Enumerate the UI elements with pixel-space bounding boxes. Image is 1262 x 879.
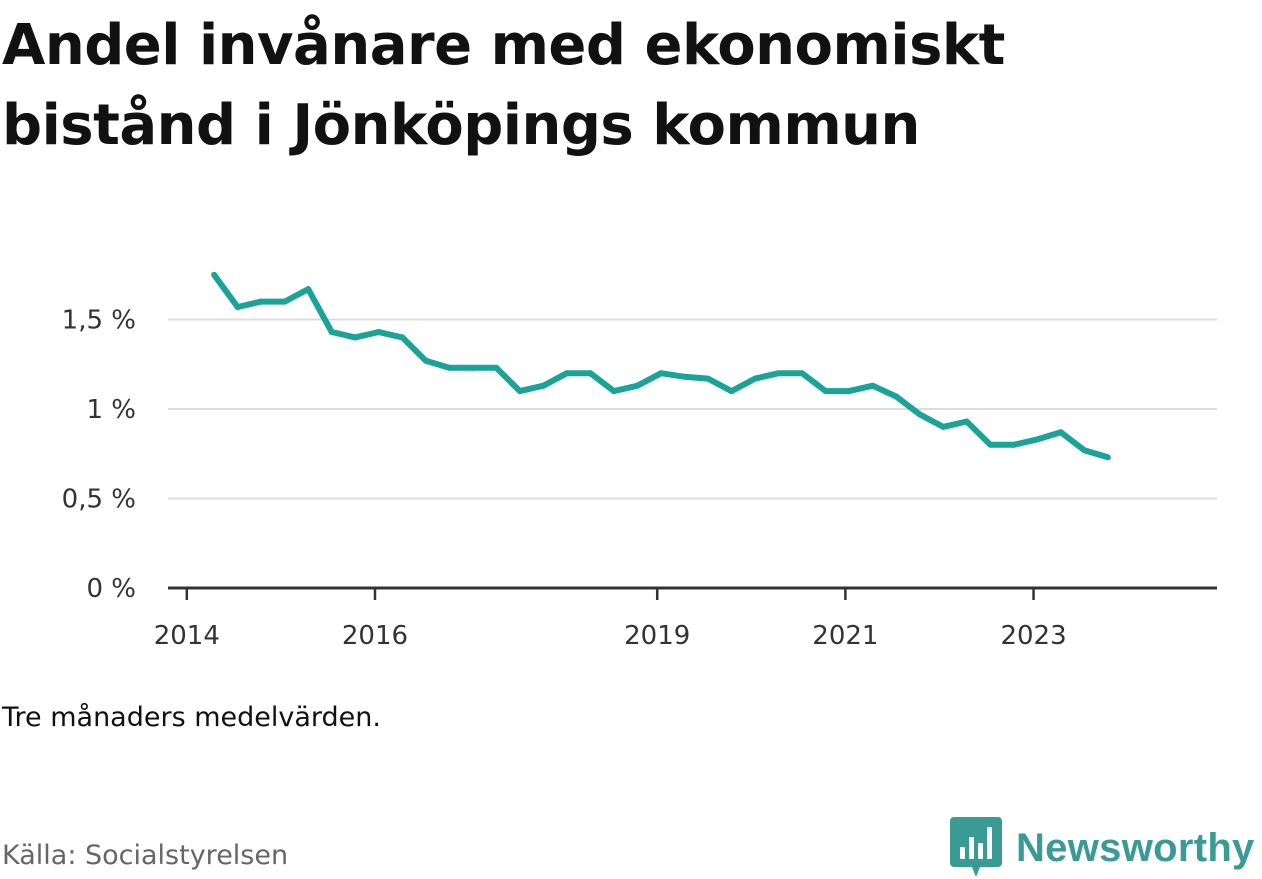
y-tick-label: 0,5 %: [62, 485, 136, 515]
x-tick-label: 2014: [154, 621, 220, 651]
data-point: [540, 382, 547, 389]
x-tick-label: 2019: [624, 621, 690, 651]
brand-logo[interactable]: Newsworthy: [950, 817, 1255, 879]
data-point: [1034, 436, 1041, 443]
data-point: [399, 334, 406, 341]
data-point: [422, 357, 429, 364]
series-line: [211, 273, 1109, 461]
data-point: [610, 388, 617, 395]
chart-title: Andel invånare med ekonomiskt bistånd i …: [2, 13, 1005, 158]
brand-name: Newsworthy: [1016, 825, 1255, 870]
x-tick-label: 2021: [812, 621, 878, 651]
chart-note: Tre månaders medelvärden.: [2, 702, 381, 733]
data-point: [728, 388, 735, 395]
data-point: [940, 423, 947, 430]
data-point: [846, 388, 853, 395]
source-credit: Källa: Socialstyrelsen: [2, 840, 289, 871]
data-point: [893, 393, 900, 400]
data-point: [963, 418, 970, 425]
data-point: [328, 329, 335, 336]
data-point: [987, 441, 994, 448]
data-point: [587, 370, 594, 377]
data-point: [1104, 454, 1111, 461]
data-point: [375, 329, 382, 336]
data-point: [493, 364, 500, 371]
y-axis-labels: 0 % 0,5 % 1 % 1,5 %: [62, 306, 136, 605]
data-point: [281, 298, 288, 305]
data-point: [752, 375, 759, 382]
data-point: [869, 382, 876, 389]
data-point: [822, 388, 829, 395]
y-tick-label: 1,5 %: [62, 306, 136, 336]
data-point: [446, 364, 453, 371]
y-tick-label: 1 %: [86, 395, 136, 425]
gridlines: [168, 318, 1217, 500]
x-tick-label: 2023: [1000, 621, 1066, 651]
data-point: [305, 286, 312, 293]
x-tick-label: 2016: [342, 621, 408, 651]
data-point: [681, 373, 688, 380]
data-point: [916, 411, 923, 418]
data-point: [1057, 429, 1064, 436]
newsworthy-logo-icon: [950, 817, 1002, 877]
series: [211, 271, 1111, 461]
data-point: [705, 375, 712, 382]
line-chart: 0 % 0,5 % 1 % 1,5 % 2014 2016 2019 2021 2023: [62, 271, 1217, 651]
data-point: [352, 334, 359, 341]
data-point: [657, 370, 664, 377]
data-point: [775, 370, 782, 377]
data-point: [469, 364, 476, 371]
data-point: [234, 303, 241, 310]
x-axis: 2014 2016 2019 2021 2023: [154, 586, 1217, 651]
data-point: [563, 370, 570, 377]
data-point: [634, 382, 641, 389]
data-point: [1010, 441, 1017, 448]
y-tick-label: 0 %: [86, 574, 136, 604]
data-point: [799, 370, 806, 377]
data-point: [258, 298, 265, 305]
data-point: [516, 388, 523, 395]
data-point: [211, 271, 218, 278]
data-point: [1081, 447, 1088, 454]
